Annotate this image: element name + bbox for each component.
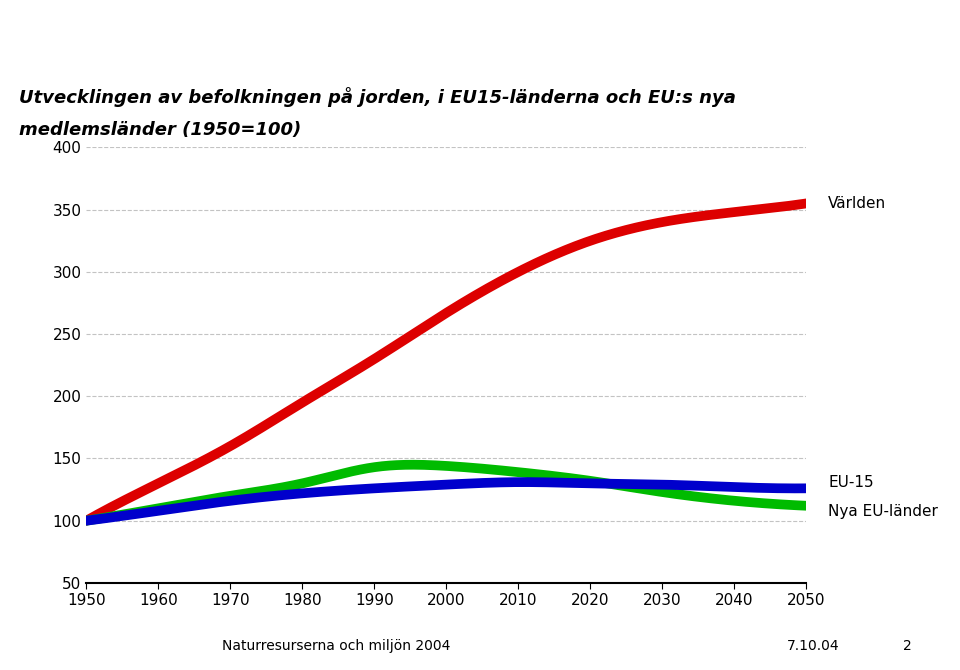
Text: Världen: Världen xyxy=(828,196,886,211)
Text: Nya EU-länder: Nya EU-länder xyxy=(828,505,938,519)
Text: EU-15: EU-15 xyxy=(828,474,874,490)
Text: medlemsländer (1950=100): medlemsländer (1950=100) xyxy=(19,121,301,139)
Text: 2: 2 xyxy=(903,639,912,653)
Text: 7.10.04: 7.10.04 xyxy=(787,639,840,653)
Text: Utvecklingen av befolkningen på jorden, i EU15-länderna och EU:s nya: Utvecklingen av befolkningen på jorden, … xyxy=(19,87,736,107)
Text: Naturresurserna och miljön 2004: Naturresurserna och miljön 2004 xyxy=(222,639,450,653)
